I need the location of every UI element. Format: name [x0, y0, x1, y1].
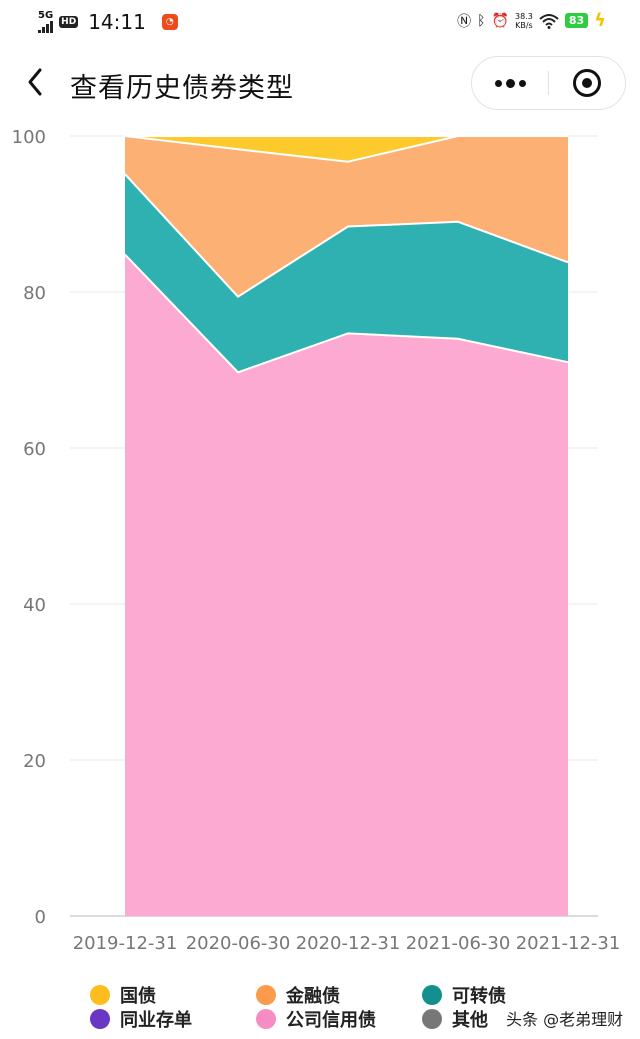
target-core [582, 78, 592, 88]
app-notification-icon: ◔ [161, 14, 178, 30]
legend-item-gongsixinyongzhai[interactable]: 公司信用债 [256, 1006, 376, 1032]
area-boundary-1 [124, 173, 569, 298]
legend-label: 其他 [452, 1010, 488, 1031]
nav-bar: 查看历史债券类型 [0, 52, 640, 114]
x-tick-label: 2019-12-31 [73, 933, 178, 954]
x-tick-label: 2020-06-30 [186, 933, 291, 954]
y-tick-label: 40 [23, 595, 46, 616]
area-1 [125, 174, 568, 373]
chevron-left-icon [28, 68, 42, 96]
back-button[interactable] [20, 62, 52, 102]
y-tick-label: 20 [23, 751, 46, 772]
legend-item-jinrongzhai[interactable]: 金融债 [256, 982, 340, 1008]
close-button[interactable] [549, 57, 625, 109]
legend-dot [422, 1009, 442, 1029]
y-axis-ticks: 0 20 40 60 80 100 [12, 127, 46, 928]
legend-item-guozhai[interactable]: 国债 [90, 982, 156, 1008]
legend-dot [90, 985, 110, 1005]
legend-label: 同业存单 [120, 1010, 192, 1031]
legend-item-kezhuanzhai[interactable]: 可转债 [422, 982, 506, 1008]
x-axis-ticks: 2019-12-31 2020-06-30 2020-12-31 2021-06-30… [73, 933, 621, 954]
more-button[interactable] [472, 57, 548, 109]
network-type: 5G [38, 10, 54, 21]
hd-badge: HD [59, 16, 79, 28]
legend-label: 金融债 [286, 986, 340, 1007]
net-speed: 38.3 KB/s [515, 12, 533, 30]
area-2 [125, 136, 568, 297]
watermark: 头条 @老弟理财 [506, 1010, 624, 1029]
net-speed-value: 38.3 [515, 11, 533, 21]
stacked-area-chart: 0 20 40 60 80 100 2019-12-31 2020-06-30 2020-12… [12, 127, 621, 954]
area-3 [125, 136, 568, 162]
nfc-icon: Ⓝ [457, 13, 472, 30]
legend-item-qita[interactable]: 其他 [422, 1006, 488, 1032]
alarm-icon: ⏰ [491, 12, 509, 29]
y-tick-label: 100 [12, 127, 46, 148]
legend-dot [256, 1009, 276, 1029]
legend-label: 国债 [120, 986, 156, 1007]
area-boundaries [124, 135, 569, 374]
battery-indicator: 83 [564, 13, 589, 28]
area-0 [125, 254, 568, 916]
legend-dot [422, 985, 442, 1005]
legend-label: 公司信用债 [286, 1010, 376, 1031]
legend-dot [90, 1009, 110, 1029]
x-tick-label: 2020-12-31 [296, 933, 401, 954]
legend-item-tongyecundan[interactable]: 同业存单 [90, 1006, 192, 1032]
page-title: 查看历史债券类型 [70, 73, 294, 104]
y-tick-label: 0 [35, 907, 46, 928]
legend-dot [256, 985, 276, 1005]
clock: 14:11 [88, 10, 146, 34]
y-tick-label: 60 [23, 439, 46, 460]
status-bar: 5G HD 14:11 ◔ Ⓝ ᛒ ⏰ 38.3 KB/s 83 ϟ [0, 0, 640, 44]
area-series [125, 136, 568, 916]
wifi-icon [539, 13, 559, 29]
capsule-divider [548, 71, 549, 95]
charging-icon: ϟ [594, 10, 606, 31]
x-tick-label: 2021-06-30 [406, 933, 511, 954]
chart-legend: 国债 金融债 可转债 同业存单 公司信用债 其他 [0, 978, 640, 1038]
network-indicator: 5G [38, 11, 53, 33]
target-circle-icon [573, 69, 601, 97]
area-boundary-0 [124, 253, 569, 374]
net-speed-unit: KB/s [515, 20, 533, 30]
y-tick-label: 80 [23, 283, 46, 304]
mini-program-capsule [471, 56, 626, 110]
legend-label: 可转债 [452, 986, 506, 1007]
x-tick-label: 2021-12-31 [516, 933, 621, 954]
signal-icon [38, 21, 53, 33]
bluetooth-icon: ᛒ [477, 12, 486, 29]
